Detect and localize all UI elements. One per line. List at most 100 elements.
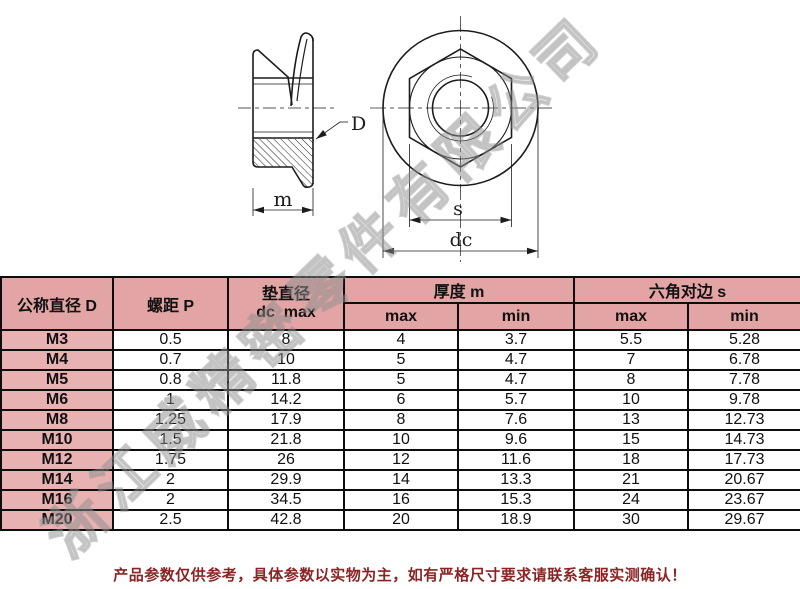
table-row: M6 1 14.2 6 5.7 10 9.78 [0,389,800,411]
value-cell: 8 [227,329,345,351]
value-cell: 2.5 [112,509,229,531]
value-cell: 10 [573,389,689,411]
value-cell: 4.7 [457,349,575,371]
table-row: M20 2.5 42.8 20 18.9 30 29.67 [0,509,800,531]
spec-table: 公称直径 D 螺距 P 垫直径 dc max 厚度 m 六角对边 s max m… [0,276,800,531]
value-cell: 16 [343,489,459,511]
thread-arc [427,74,494,142]
value-cell: 12.73 [686,409,800,431]
value-cell: 29.67 [686,509,800,531]
header-thickness-min: min [457,302,575,331]
table-row: M10 1.5 21.8 10 9.6 15 14.73 [0,429,800,451]
hexagon [408,48,513,168]
row-label-cell: M12 [0,449,114,471]
header-washer-diameter: 垫直径 dc max [227,276,345,331]
header-thickness: 厚度 m [343,276,575,304]
value-cell: 0.7 [112,349,229,371]
value-cell: 26 [227,449,345,471]
value-cell: 12 [343,449,459,471]
row-label-cell: M20 [0,509,114,531]
value-cell: 8 [573,369,689,391]
value-cell: 42.8 [227,509,345,531]
table-row: M5 0.8 11.8 5 4.7 8 7.78 [0,369,800,391]
washer-face-circle [408,56,513,160]
table-row: M8 1.25 17.9 8 7.6 13 12.73 [0,409,800,431]
dimension-labels: m D s dc [274,113,473,251]
section-hatch [253,139,313,188]
value-cell: 13.3 [457,469,575,491]
value-cell: 21.8 [227,429,345,451]
dimension-s-label: s [453,198,463,220]
header-across-flats: 六角对边 s [572,276,800,304]
row-label-cell: M10 [0,429,114,451]
value-cell: 14 [343,469,459,491]
value-cell: 7.78 [686,369,800,391]
side-section-view [238,32,348,216]
value-cell: 30 [573,509,689,531]
row-label-cell: M16 [0,489,114,511]
table-row: M14 2 29.9 14 13.3 21 20.67 [0,469,800,491]
disclaimer-text: 产品参数仅供参考，具体参数以实物为主，如有严格尺寸要求请联系客服实测确认！ [113,567,687,584]
table-row: M3 0.5 8 4 3.7 5.5 5.28 [0,329,800,351]
value-cell: 5 [343,349,459,371]
row-label-cell: M14 [0,469,114,491]
top-view [370,16,552,262]
value-cell: 15.3 [457,489,575,511]
value-cell: 9.6 [457,429,575,451]
value-cell: 6.78 [686,349,800,371]
row-label-cell: M6 [0,389,114,411]
dimension-D-label: D [351,113,366,135]
value-cell: 7.6 [457,409,575,431]
value-cell: 1.5 [112,429,229,451]
spec-table-header: 公称直径 D 螺距 P 垫直径 dc max 厚度 m 六角对边 s max m… [0,276,800,331]
value-cell: 34.5 [227,489,345,511]
value-cell: 5 [343,369,459,391]
header-washer-diameter-sym: dc max [256,303,316,321]
value-cell: 9.78 [686,389,800,411]
value-cell: 5.28 [686,329,800,351]
table-row: M4 0.7 10 5 4.7 7 6.78 [0,349,800,371]
value-cell: 1 [112,389,229,411]
row-label-cell: M8 [0,409,114,431]
row-label-cell: M3 [0,329,114,351]
header-washer-diameter-cn: 垫直径 [261,285,310,303]
value-cell: 20 [343,509,459,531]
value-cell: 6 [343,389,459,411]
row-label-cell: M5 [0,369,114,391]
value-cell: 17.73 [686,449,800,471]
value-cell: 11.8 [227,369,345,391]
value-cell: 29.9 [227,469,345,491]
flange-circle [382,29,539,187]
value-cell: 17.9 [227,409,345,431]
value-cell: 2 [112,489,229,511]
value-cell: 11.6 [457,449,575,471]
value-cell: 5.7 [457,389,575,411]
value-cell: 18 [573,449,689,471]
table-row: M12 1.75 26 12 11.6 18 17.73 [0,449,800,471]
value-cell: 18.9 [457,509,575,531]
value-cell: 14.2 [227,389,345,411]
value-cell: 10 [343,429,459,451]
technical-drawing: m D s dc [0,0,800,276]
header-flats-max: max [573,302,689,331]
table-row: M16 2 34.5 16 15.3 24 23.67 [0,489,800,511]
value-cell: 5.5 [573,329,689,351]
value-cell: 24 [573,489,689,511]
bore-circle [431,79,490,137]
value-cell: 3.7 [457,329,575,351]
value-cell: 2 [112,469,229,491]
value-cell: 0.8 [112,369,229,391]
flange-nut-drawing: m D s dc [238,16,552,262]
value-cell: 13 [573,409,689,431]
row-label-cell: M4 [0,349,114,371]
header-nominal-diameter: 公称直径 D [0,276,114,331]
value-cell: 7 [573,349,689,371]
value-cell: 10 [227,349,345,371]
value-cell: 4.7 [457,369,575,391]
header-thickness-max: max [343,302,459,331]
value-cell: 23.67 [686,489,800,511]
dimension-m-label: m [274,187,293,211]
value-cell: 20.67 [686,469,800,491]
value-cell: 15 [573,429,689,451]
header-flats-min: min [686,302,800,331]
